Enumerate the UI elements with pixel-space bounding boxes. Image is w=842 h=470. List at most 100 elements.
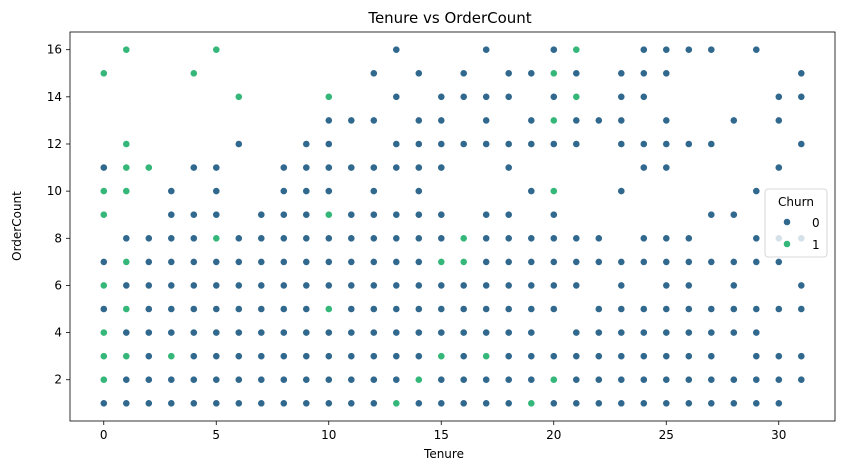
point-churn-0	[122, 375, 131, 384]
point-churn-0	[639, 140, 648, 148]
point-churn-0	[234, 352, 243, 361]
point-churn-0	[392, 163, 401, 172]
point-churn-1	[99, 352, 108, 361]
point-churn-0	[369, 328, 378, 337]
point-churn-0	[707, 257, 716, 266]
point-churn-0	[324, 187, 333, 195]
point-churn-0	[572, 328, 581, 337]
point-churn-0	[572, 375, 581, 384]
point-churn-0	[549, 399, 558, 408]
point-churn-0	[302, 163, 311, 172]
point-churn-0	[392, 375, 401, 384]
point-churn-0	[504, 163, 513, 172]
point-churn-0	[99, 305, 108, 313]
point-churn-0	[144, 328, 153, 337]
point-churn-1	[189, 69, 198, 78]
point-churn-1	[482, 352, 491, 361]
point-churn-0	[774, 116, 783, 125]
point-churn-0	[594, 257, 603, 266]
point-churn-0	[234, 281, 243, 290]
point-churn-0	[617, 352, 626, 361]
point-churn-0	[279, 257, 288, 266]
point-churn-0	[144, 281, 153, 290]
point-churn-0	[617, 187, 626, 195]
point-churn-1	[99, 281, 108, 290]
point-churn-0	[707, 352, 716, 361]
point-churn-0	[392, 45, 401, 54]
point-churn-0	[504, 140, 513, 148]
point-churn-0	[797, 69, 806, 78]
point-churn-0	[167, 399, 176, 408]
point-churn-0	[684, 140, 693, 148]
x-tick-label: 20	[546, 428, 561, 442]
point-churn-0	[684, 281, 693, 290]
point-churn-0	[797, 140, 806, 148]
point-churn-0	[144, 352, 153, 361]
point-churn-0	[797, 375, 806, 384]
point-churn-0	[504, 234, 513, 243]
y-axis-ticks: 2 4 6 8 10 12 14 16	[47, 43, 70, 387]
point-churn-1	[549, 69, 558, 78]
point-churn-0	[302, 352, 311, 361]
point-churn-0	[347, 305, 356, 313]
point-churn-0	[212, 375, 221, 384]
point-churn-0	[752, 399, 761, 408]
point-churn-0	[392, 281, 401, 290]
point-churn-0	[189, 375, 198, 384]
point-churn-0	[302, 399, 311, 408]
point-churn-1	[572, 92, 581, 101]
legend: Churn 01	[764, 188, 828, 258]
point-churn-0	[369, 163, 378, 172]
point-churn-1	[99, 210, 108, 219]
point-churn-1	[459, 257, 468, 266]
point-churn-1	[234, 92, 243, 101]
point-churn-1	[122, 45, 131, 54]
point-churn-0	[639, 92, 648, 101]
point-churn-0	[167, 210, 176, 219]
point-churn-0	[324, 281, 333, 290]
point-churn-0	[527, 281, 536, 290]
point-churn-0	[662, 234, 671, 243]
point-churn-0	[684, 45, 693, 54]
point-churn-0	[662, 305, 671, 313]
point-churn-0	[639, 69, 648, 78]
point-churn-0	[752, 305, 761, 313]
point-churn-0	[167, 234, 176, 243]
point-churn-0	[437, 375, 446, 384]
legend-box	[764, 188, 828, 258]
point-churn-0	[662, 140, 671, 148]
point-churn-0	[504, 69, 513, 78]
point-churn-0	[167, 375, 176, 384]
point-churn-0	[504, 328, 513, 337]
x-tick-label: 0	[100, 428, 108, 442]
point-churn-0	[279, 163, 288, 172]
point-churn-0	[324, 163, 333, 172]
point-churn-0	[482, 328, 491, 337]
point-churn-0	[482, 257, 491, 266]
point-churn-0	[257, 375, 266, 384]
chart-title: Tenure vs OrderCount	[367, 9, 531, 27]
point-churn-0	[504, 92, 513, 101]
point-churn-0	[549, 210, 558, 219]
point-churn-0	[482, 140, 491, 148]
point-churn-0	[459, 92, 468, 101]
point-churn-0	[414, 69, 423, 78]
point-churn-0	[707, 140, 716, 148]
point-churn-0	[684, 257, 693, 266]
point-churn-0	[347, 234, 356, 243]
point-churn-1	[437, 257, 446, 266]
point-churn-0	[774, 399, 783, 408]
point-churn-0	[257, 210, 266, 219]
point-churn-0	[437, 140, 446, 148]
point-churn-0	[369, 305, 378, 313]
point-churn-0	[392, 234, 401, 243]
point-churn-0	[234, 305, 243, 313]
point-churn-0	[257, 305, 266, 313]
point-churn-1	[122, 305, 131, 313]
point-churn-0	[257, 234, 266, 243]
point-churn-1	[122, 352, 131, 361]
point-churn-0	[189, 210, 198, 219]
y-tick-label: 4	[54, 326, 62, 340]
point-churn-0	[234, 399, 243, 408]
point-churn-0	[212, 210, 221, 219]
